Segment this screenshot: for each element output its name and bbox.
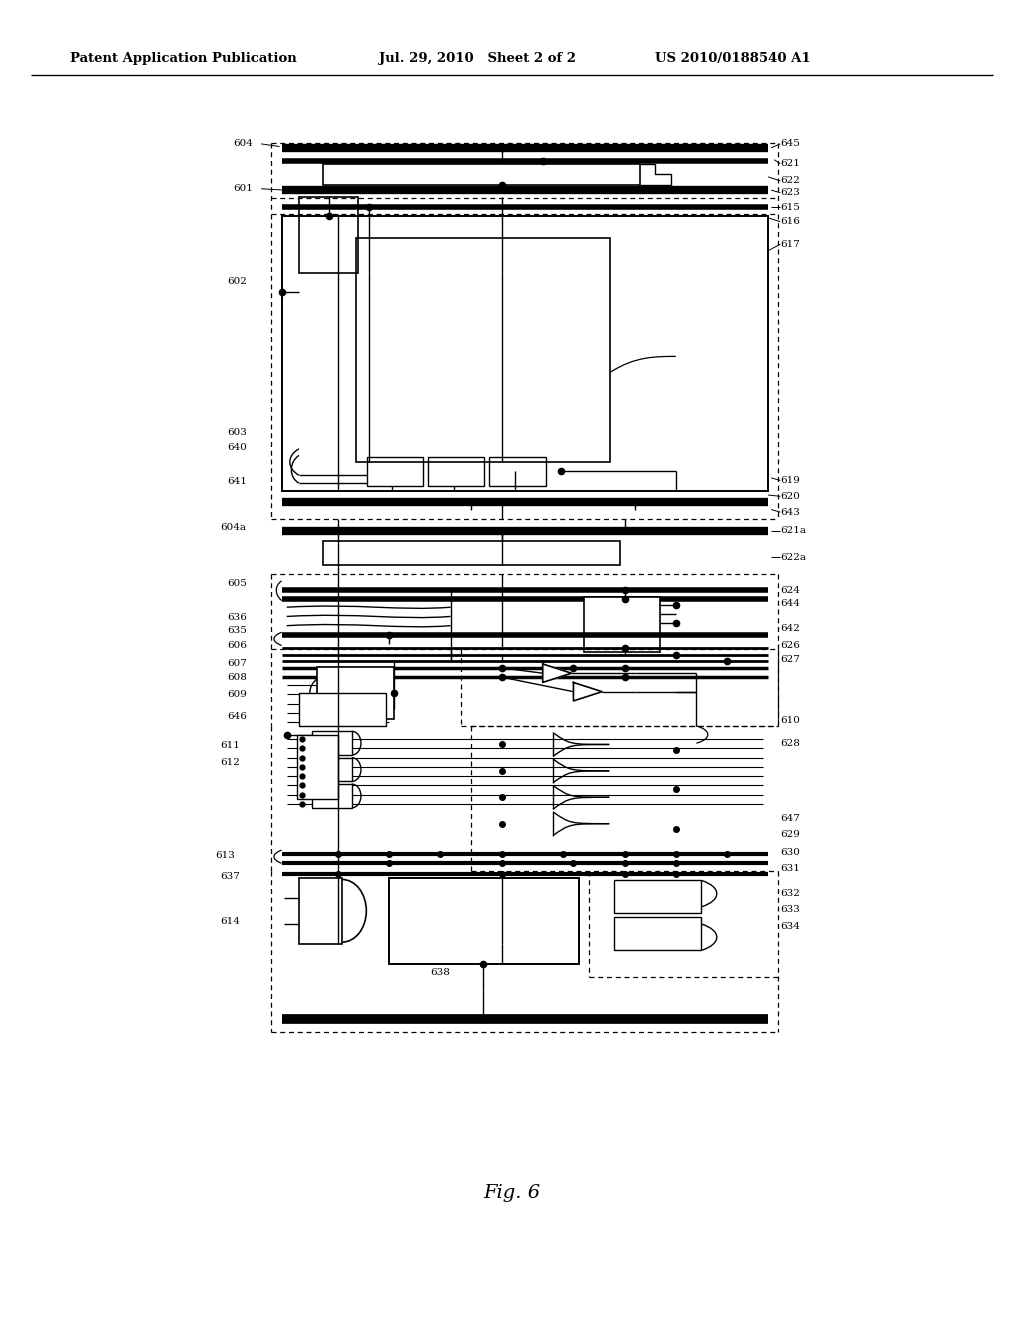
Text: 644: 644 <box>780 599 800 607</box>
Text: 601: 601 <box>233 185 253 193</box>
Text: 634: 634 <box>780 923 800 931</box>
Text: 619: 619 <box>780 477 800 484</box>
Text: 612: 612 <box>220 759 240 767</box>
Bar <box>317 667 394 719</box>
Bar <box>299 693 386 726</box>
Text: 624: 624 <box>780 586 800 594</box>
Text: 645: 645 <box>780 140 800 148</box>
Text: 630: 630 <box>780 849 800 857</box>
Bar <box>614 880 701 913</box>
Text: 602: 602 <box>227 277 247 285</box>
Bar <box>614 917 701 950</box>
Text: 628: 628 <box>780 739 800 747</box>
Text: 620: 620 <box>780 492 800 500</box>
Text: 606: 606 <box>227 642 247 649</box>
Text: 603: 603 <box>227 429 247 437</box>
Bar <box>312 758 352 781</box>
Text: 632: 632 <box>780 890 800 898</box>
Text: 635: 635 <box>227 627 247 635</box>
Text: 621a: 621a <box>780 527 806 535</box>
Text: 622a: 622a <box>780 553 806 561</box>
Polygon shape <box>543 664 571 682</box>
Text: 626: 626 <box>780 642 800 649</box>
Bar <box>367 457 423 486</box>
Text: 617: 617 <box>780 240 800 248</box>
Polygon shape <box>573 682 602 701</box>
Bar <box>428 457 484 486</box>
Text: 631: 631 <box>780 865 800 873</box>
Bar <box>489 457 546 486</box>
Text: 637: 637 <box>220 873 240 880</box>
Text: 615: 615 <box>780 203 800 211</box>
Bar <box>297 735 338 799</box>
Text: Patent Application Publication: Patent Application Publication <box>70 51 296 65</box>
Text: 623: 623 <box>780 189 800 197</box>
Text: 647: 647 <box>780 814 800 822</box>
Text: 629: 629 <box>780 830 800 838</box>
Text: 643: 643 <box>780 508 800 516</box>
Text: 636: 636 <box>227 614 247 622</box>
Text: 611: 611 <box>220 742 240 750</box>
Text: 642: 642 <box>780 624 800 632</box>
Text: 613: 613 <box>215 851 234 859</box>
Text: 638: 638 <box>430 969 450 977</box>
Text: 641: 641 <box>227 478 247 486</box>
Text: 604: 604 <box>233 140 253 148</box>
Text: 633: 633 <box>780 906 800 913</box>
Text: 616: 616 <box>780 218 800 226</box>
Text: Jul. 29, 2010   Sheet 2 of 2: Jul. 29, 2010 Sheet 2 of 2 <box>379 51 575 65</box>
Text: 622: 622 <box>780 177 800 185</box>
Text: 604a: 604a <box>220 524 246 532</box>
Bar <box>323 541 620 565</box>
Bar <box>299 197 358 273</box>
Bar <box>312 784 352 808</box>
Bar <box>299 878 342 944</box>
Text: 614: 614 <box>220 917 240 925</box>
Bar <box>389 878 579 964</box>
Text: 640: 640 <box>227 444 247 451</box>
Text: 610: 610 <box>780 717 800 725</box>
Bar <box>312 731 352 755</box>
Text: US 2010/0188540 A1: US 2010/0188540 A1 <box>655 51 811 65</box>
Text: 627: 627 <box>780 656 800 664</box>
Text: 607: 607 <box>227 660 247 668</box>
Bar <box>584 597 660 652</box>
Bar <box>356 238 610 462</box>
Text: 646: 646 <box>227 713 247 721</box>
Bar <box>282 216 768 491</box>
Text: Fig. 6: Fig. 6 <box>483 1184 541 1203</box>
Text: 605: 605 <box>227 579 247 587</box>
Text: 609: 609 <box>227 690 247 698</box>
Text: 608: 608 <box>227 673 247 681</box>
Bar <box>323 164 640 185</box>
Text: 621: 621 <box>780 160 800 168</box>
